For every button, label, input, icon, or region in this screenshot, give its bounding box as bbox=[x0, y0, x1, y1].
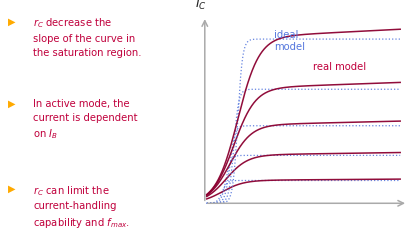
Text: ▶: ▶ bbox=[8, 99, 16, 109]
Text: ideal
model: ideal model bbox=[274, 30, 305, 52]
Text: $I_C$: $I_C$ bbox=[195, 0, 206, 12]
Text: $r_C$ decrease the
slope of the curve in
the saturation region.: $r_C$ decrease the slope of the curve in… bbox=[33, 17, 141, 58]
Text: $r_C$ can limit the
current-handling
capability and $f_{max}$.: $r_C$ can limit the current-handling cap… bbox=[33, 184, 130, 230]
Text: $V_{CE}$: $V_{CE}$ bbox=[411, 201, 413, 216]
Text: In active mode, the
current is dependent
on $I_B$: In active mode, the current is dependent… bbox=[33, 99, 137, 141]
Text: ▶: ▶ bbox=[8, 184, 16, 194]
Text: real model: real model bbox=[312, 62, 366, 72]
Text: ▶: ▶ bbox=[8, 17, 16, 26]
